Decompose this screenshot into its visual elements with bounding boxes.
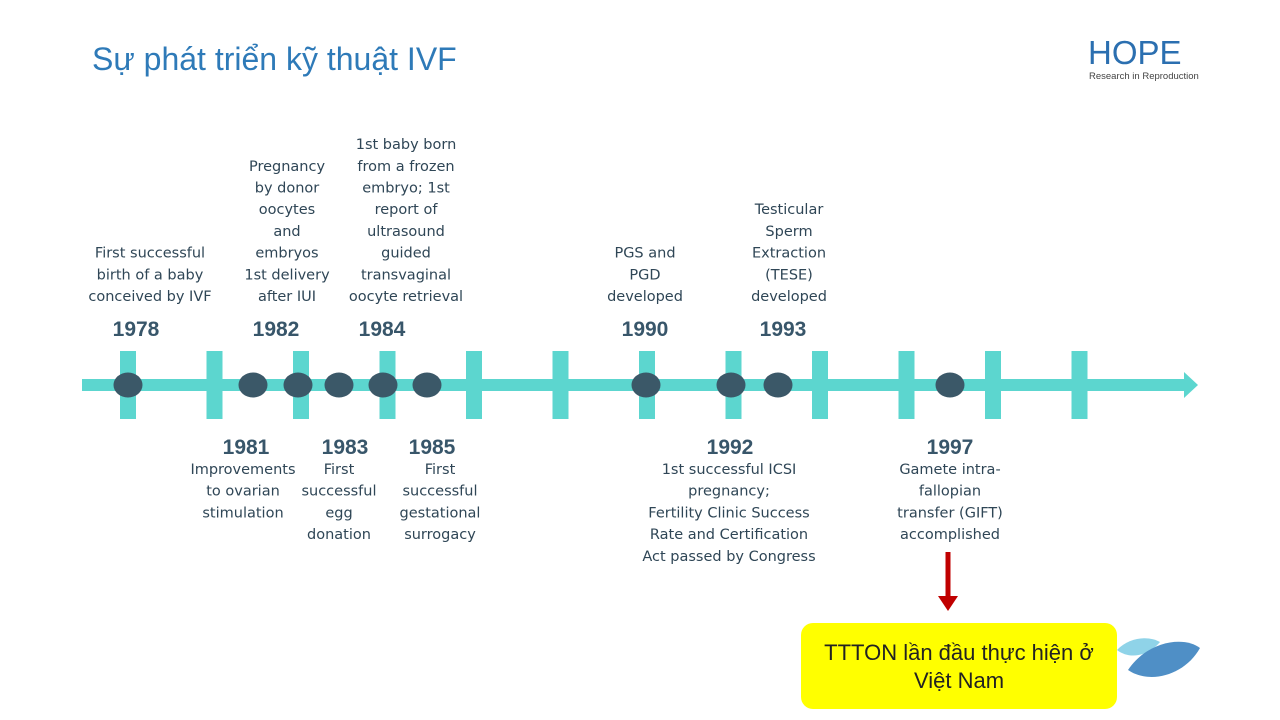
event-description: to ovarian (206, 484, 280, 500)
event-description: donation (307, 527, 371, 543)
logo-tagline: Research in Reproduction (1089, 71, 1199, 82)
timeline-bar (206, 351, 223, 419)
event-description: Gamete intra- (899, 462, 1000, 478)
event-description: after IUI (258, 289, 316, 305)
event-dot (368, 372, 398, 398)
event-description: Sperm (765, 224, 812, 240)
event-year: 1992 (707, 436, 754, 459)
event-description: 1st delivery (244, 267, 330, 283)
event-year: 1985 (409, 436, 456, 459)
event-description: (TESE) (765, 267, 813, 283)
event-year: 1984 (359, 318, 406, 341)
event-dot (283, 372, 313, 398)
event-description: successful (301, 484, 376, 500)
timeline-bar (812, 351, 828, 419)
timeline-bar (985, 351, 1001, 419)
event-description: 1st successful ICSI (662, 462, 797, 478)
event-dot (324, 372, 354, 398)
event-description: PGD (629, 267, 660, 283)
event-year: 1997 (927, 436, 974, 459)
event-description: Improvements (190, 462, 295, 478)
event-year: 1981 (223, 436, 270, 459)
event-description: report of (375, 202, 439, 218)
event-description: stimulation (202, 505, 283, 521)
event-year: 1993 (760, 318, 807, 341)
event-description: First (324, 462, 355, 478)
event-description: oocytes (259, 202, 315, 218)
title: Sự phát triển kỹ thuật IVF (92, 41, 457, 77)
event-description: successful (402, 484, 477, 500)
event-description: Act passed by Congress (642, 549, 815, 565)
event-description: oocyte retrieval (349, 289, 463, 305)
event-description: accomplished (900, 527, 1000, 543)
event-description: First successful (95, 246, 205, 262)
callout-box (801, 623, 1117, 709)
event-description: conceived by IVF (88, 289, 211, 305)
event-year: 1978 (113, 318, 160, 341)
event-description: from a frozen (357, 159, 454, 175)
event-description: Testicular (754, 202, 824, 218)
event-description: surrogacy (404, 527, 476, 543)
event-year: 1982 (253, 318, 300, 341)
event-description: Rate and Certification (650, 527, 808, 543)
logo-name: HOPE (1088, 34, 1182, 71)
event-dot (716, 372, 746, 398)
callout-line: TTTON lần đầu thực hiện ở (824, 640, 1094, 665)
timeline-bar (1071, 351, 1088, 419)
event-description: ultrasound (367, 224, 445, 240)
event-description: 1st baby born (356, 137, 457, 153)
event-description: guided (381, 246, 431, 262)
event-description: and (273, 224, 300, 240)
timeline-bar (898, 351, 915, 419)
timeline (82, 351, 1198, 419)
timeline-arrowhead (1184, 372, 1198, 398)
event-description: PGS and (614, 246, 675, 262)
event-dot (113, 372, 143, 398)
callout-line: Việt Nam (914, 668, 1004, 693)
event-description: egg (325, 505, 352, 521)
timeline-bar (466, 351, 482, 419)
event-description: transfer (GIFT) (897, 505, 1003, 521)
callout-arrowhead (938, 596, 958, 611)
event-description: gestational (400, 505, 481, 521)
event-dot (631, 372, 661, 398)
event-description: embryos (255, 246, 318, 262)
event-description: First (425, 462, 456, 478)
leaf-dark (1128, 641, 1200, 677)
event-dot (412, 372, 442, 398)
event-year: 1983 (322, 436, 369, 459)
timeline-bar (552, 351, 569, 419)
event-dot (238, 372, 268, 398)
event-description: birth of a baby (97, 267, 204, 283)
event-description: Pregnancy (249, 159, 325, 175)
event-year: 1990 (622, 318, 669, 341)
event-dot (763, 372, 793, 398)
event-description: Extraction (752, 246, 826, 262)
event-dot (935, 372, 965, 398)
event-description: Fertility Clinic Success (648, 505, 809, 521)
event-description: fallopian (919, 484, 981, 500)
event-description: developed (607, 289, 683, 305)
event-description: by donor (255, 181, 320, 197)
event-description: transvaginal (361, 267, 451, 283)
leaf-light (1117, 638, 1160, 656)
event-description: embryo; 1st (362, 181, 450, 197)
event-description: developed (751, 289, 827, 305)
event-description: pregnancy; (688, 484, 770, 500)
